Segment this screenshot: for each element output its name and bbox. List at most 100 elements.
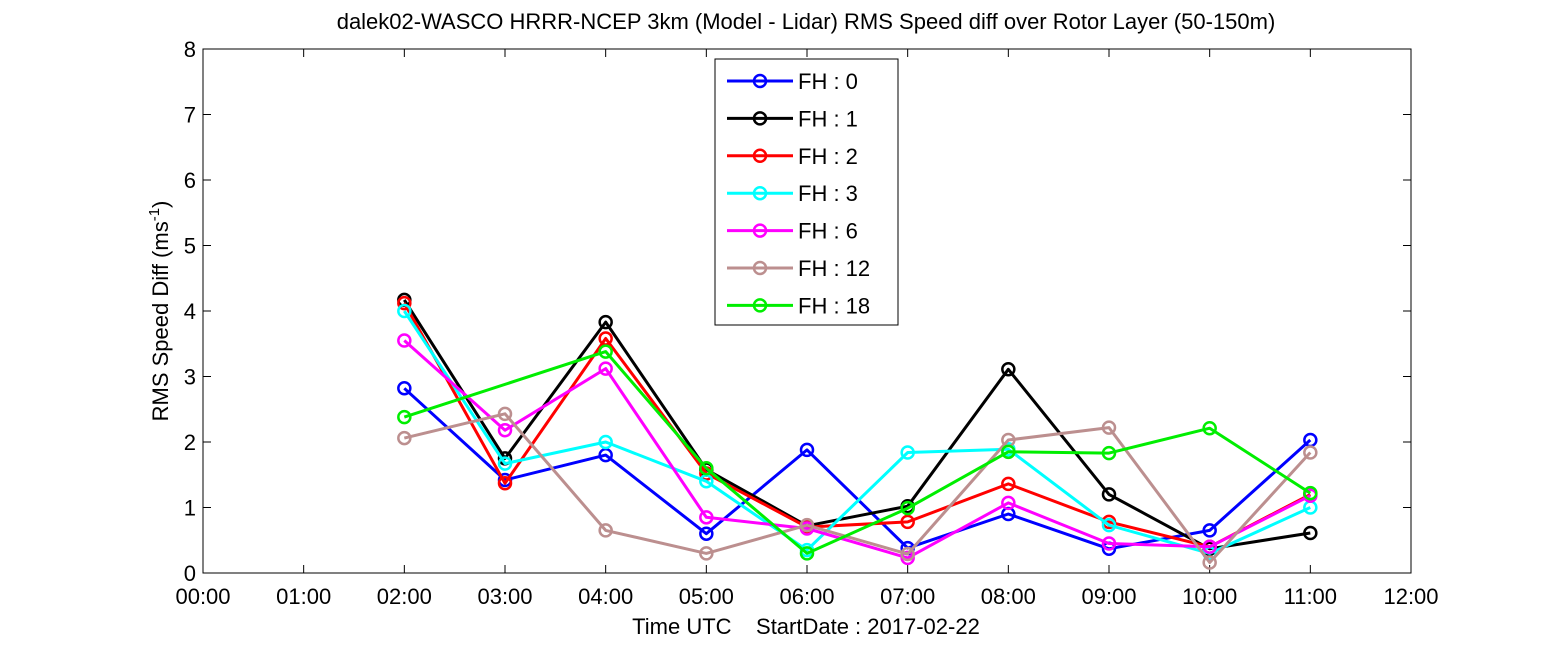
series-line [403, 412, 1312, 564]
legend-marker [752, 148, 768, 164]
legend-label: FH : 12 [798, 256, 870, 281]
data-point [900, 500, 915, 516]
x-tick-label: 05:00 [679, 584, 734, 609]
y-tick-label: 0 [184, 561, 196, 586]
series-layer [397, 292, 1318, 570]
legend-entry: FH : 2 [727, 144, 858, 169]
y-axis-label-end: ) [148, 201, 173, 208]
series-line [402, 302, 1311, 549]
series-line [403, 299, 1311, 551]
data-point [497, 422, 513, 438]
y-axis-label-main: RMS Speed Diff (ms [148, 221, 173, 421]
legend-entry: FH : 3 [727, 181, 858, 206]
data-point [1101, 536, 1117, 551]
data-point [900, 445, 915, 460]
data-point [1001, 362, 1016, 377]
legend-marker [752, 111, 768, 126]
series-line [403, 339, 1311, 560]
legend-marker [752, 260, 768, 276]
x-tick-label: 02:00 [377, 584, 432, 609]
data-point [1101, 487, 1117, 502]
legend-label: FH : 1 [798, 106, 858, 131]
y-tick-label: 2 [184, 430, 196, 455]
y-axis-label: RMS Speed Diff (ms-1) [146, 201, 173, 422]
legend-entry: FH : 6 [727, 219, 858, 244]
legend-label: FH : 2 [798, 144, 858, 169]
data-point [1202, 523, 1217, 538]
data-point [1001, 444, 1016, 460]
x-tick-label: 01:00 [276, 584, 331, 609]
legend-label: FH : 3 [798, 181, 858, 206]
data-point [699, 526, 714, 541]
legend-marker [752, 223, 768, 238]
legend-entry: FH : 0 [727, 69, 858, 94]
y-tick-label: 7 [184, 103, 196, 128]
y-tick-label: 4 [184, 299, 196, 324]
y-tick-label: 3 [184, 365, 196, 390]
legend-entry: FH : 18 [727, 293, 870, 318]
series-line [403, 350, 1312, 555]
x-tick-label: 11:00 [1284, 584, 1337, 609]
x-axis: 00:00 01:00 02:00 03:00 04:00 05:00 06:00 07:00… [175, 49, 1439, 609]
x-tick-label: 12:00 [1383, 584, 1438, 609]
data-point [397, 381, 412, 396]
legend-marker [752, 185, 768, 201]
data-point [799, 517, 815, 533]
data-point [1101, 445, 1117, 461]
series-line [403, 310, 1311, 555]
data-point [598, 314, 613, 330]
x-tick-label: 09:00 [1081, 584, 1136, 609]
data-point [1202, 539, 1217, 555]
data-point [699, 546, 714, 561]
data-point [699, 510, 714, 525]
data-point [1001, 476, 1016, 492]
legend-marker [752, 73, 768, 89]
data-point [497, 456, 513, 471]
legend: FH : 0 FH : 1 FH : 2 FH : 3 FH : 6 FH : 12 FH … [714, 58, 899, 326]
series-5 [397, 406, 1318, 570]
legend-marker [752, 298, 768, 313]
x-tick-label: 07:00 [880, 584, 935, 609]
legend-label: FH : 6 [798, 219, 858, 244]
data-point [1101, 420, 1117, 435]
data-point [799, 442, 815, 458]
data-point [1303, 445, 1318, 460]
x-tick-label: 08:00 [981, 584, 1036, 609]
data-point [699, 460, 714, 476]
x-tick-label: 10:00 [1182, 584, 1237, 609]
series-6 [397, 344, 1318, 561]
data-point [397, 430, 412, 446]
data-point [1202, 555, 1217, 570]
data-point [1202, 420, 1217, 436]
data-point [497, 476, 513, 491]
y-tick-label: 6 [184, 168, 196, 193]
legend-label: FH : 18 [798, 293, 870, 318]
y-axis-label-sup: -1 [146, 208, 163, 221]
legend-label: FH : 0 [798, 69, 858, 94]
data-point [598, 434, 613, 450]
data-point [397, 333, 412, 348]
legend-entry: FH : 1 [727, 106, 858, 131]
data-point [397, 295, 412, 311]
y-axis: 0 1 2 3 4 5 6 7 8 [184, 37, 1411, 586]
data-point [598, 523, 613, 538]
data-point [598, 344, 613, 359]
data-point [900, 546, 915, 562]
series-4 [397, 333, 1318, 566]
x-tick-label: 04:00 [578, 584, 633, 609]
chart-title: dalek02-WASCO HRRR-NCEP 3km (Model - Lid… [337, 9, 1276, 34]
data-point [1303, 485, 1318, 501]
data-point [1001, 495, 1016, 511]
data-point [397, 303, 412, 319]
legend-entry: FH : 12 [727, 256, 870, 281]
data-point [799, 546, 815, 561]
data-point [1303, 525, 1318, 541]
data-point [1101, 517, 1117, 533]
data-point [397, 409, 412, 425]
data-point [598, 361, 613, 376]
x-tick-label: 00:00 [175, 584, 230, 609]
data-point [497, 406, 513, 422]
x-axis-label: Time UTC StartDate : 2017-02-22 [632, 614, 980, 639]
x-tick-label: 06:00 [779, 584, 834, 609]
